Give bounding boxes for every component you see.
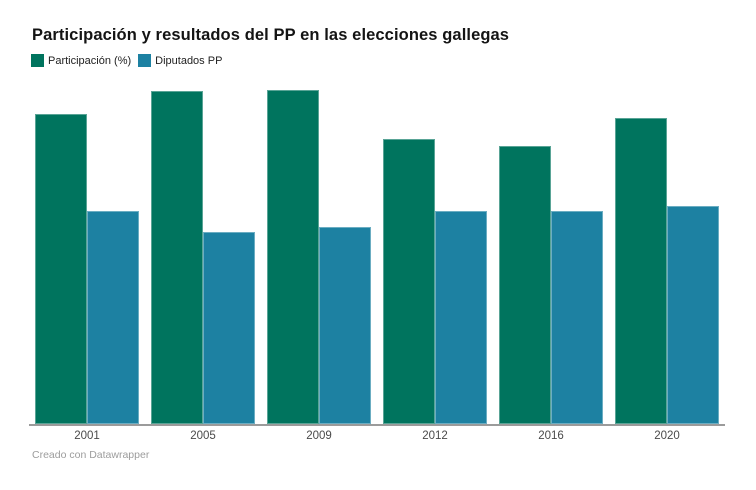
bar-group-2005 (151, 85, 255, 424)
bar-participaci-n-2016 (499, 145, 551, 424)
bar-participaci-n-2020 (615, 118, 667, 424)
bar-group-2020 (615, 85, 719, 424)
bar-participaci-n-2009 (267, 89, 319, 424)
legend: Participación (%) Diputados PP (31, 54, 222, 67)
x-tick-label-2005: 2005 (190, 430, 216, 442)
bar-participaci-n-2005 (151, 90, 203, 424)
x-tick-label-2009: 2009 (306, 430, 332, 442)
legend-item-diputados: Diputados PP (138, 54, 222, 67)
legend-swatch-diputados-icon (138, 54, 152, 67)
bar-participaci-n-2012 (383, 139, 435, 424)
bar-diputados-pp-2020 (667, 205, 719, 424)
legend-item-participacion: Participación (%) (31, 54, 131, 67)
bar-diputados-pp-2012 (435, 211, 487, 424)
bar-diputados-pp-2005 (203, 231, 255, 424)
x-axis: 2001 2005 2009 2012 2016 2020 (35, 430, 719, 442)
x-axis-line (29, 424, 725, 426)
bar-diputados-pp-2009 (319, 226, 371, 424)
bar-group-2009 (267, 85, 371, 424)
chart-title: Participación y resultados del PP en las… (32, 26, 510, 44)
plot-area (35, 85, 719, 424)
legend-swatch-participacion-icon (31, 54, 44, 67)
bar-diputados-pp-2016 (551, 211, 603, 424)
x-tick-label-2001: 2001 (74, 430, 100, 442)
bar-group-2016 (499, 85, 603, 424)
bar-group-2012 (383, 85, 487, 424)
x-tick-label-2012: 2012 (422, 430, 448, 442)
x-tick-label-2016: 2016 (538, 430, 564, 442)
x-tick-label-2020: 2020 (654, 430, 680, 442)
datawrapper-credit-link[interactable]: Creado con Datawrapper (32, 449, 150, 461)
bar-diputados-pp-2001 (87, 211, 139, 424)
bar-participaci-n-2001 (35, 114, 87, 424)
legend-label-diputados: Diputados PP (155, 54, 223, 67)
bar-group-2001 (35, 85, 139, 424)
legend-label-participacion: Participación (%) (48, 54, 132, 67)
